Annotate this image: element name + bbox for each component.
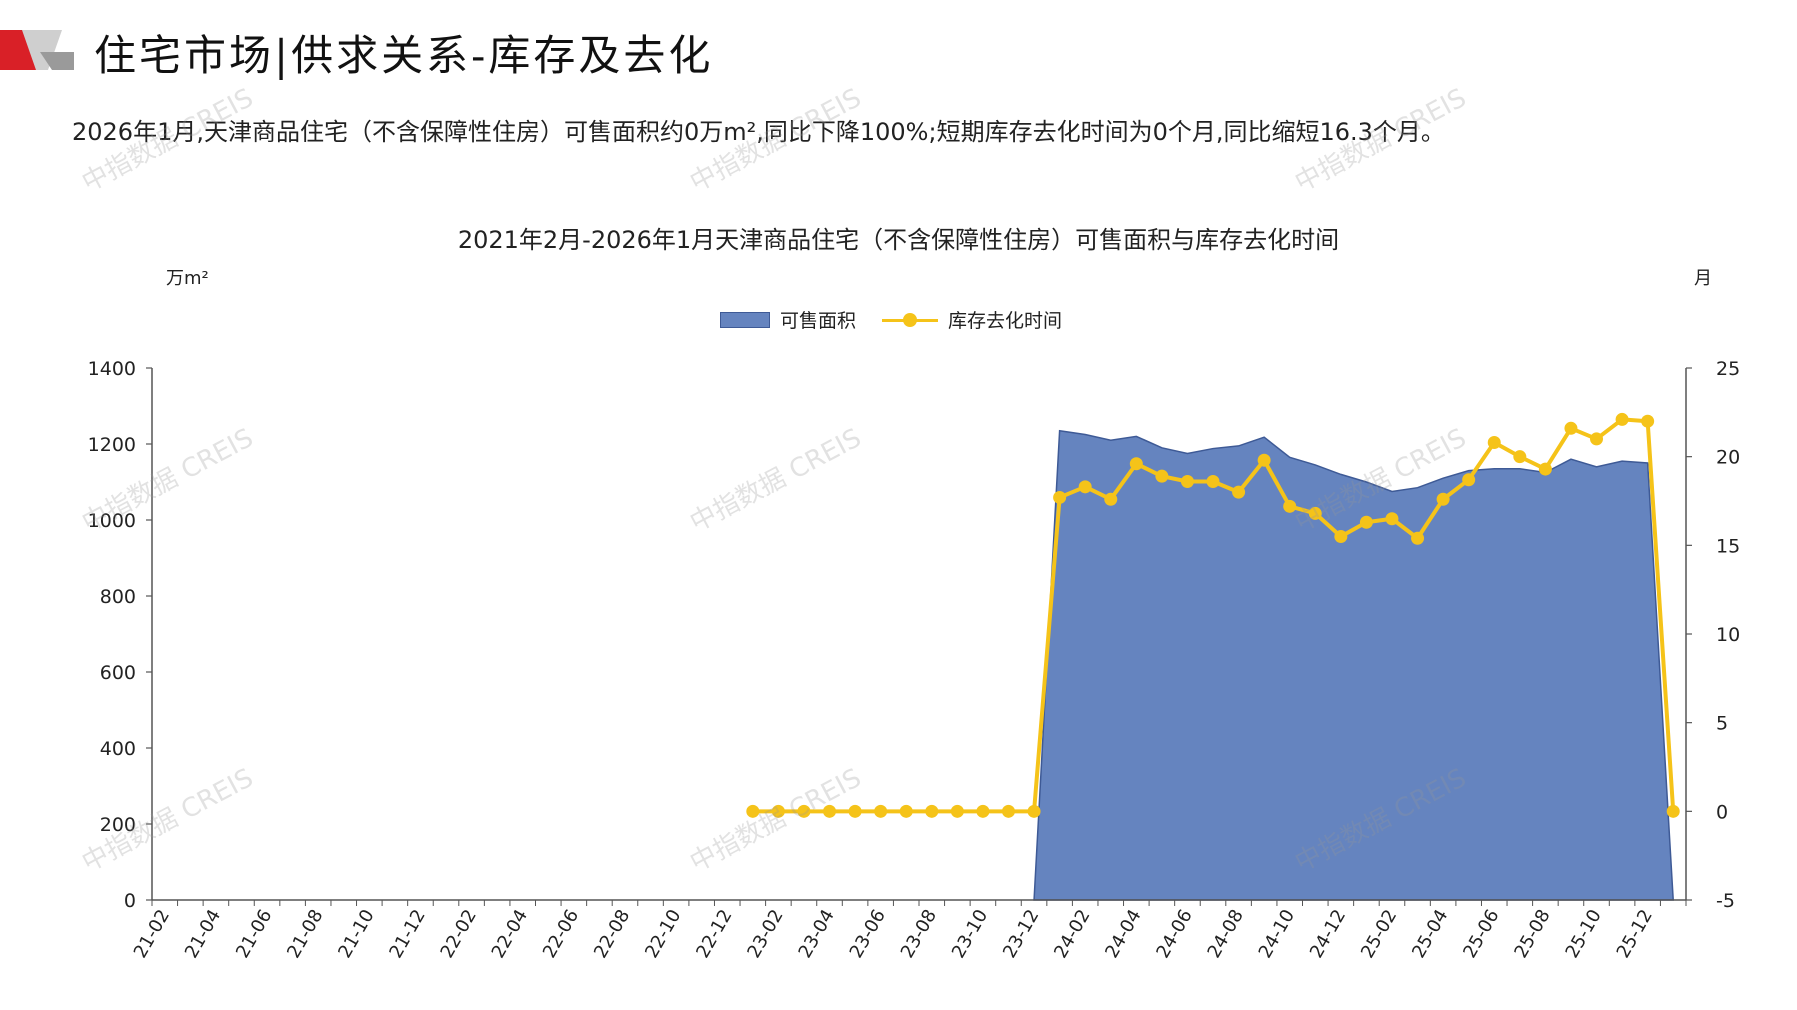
line-point-destock-time [1001,804,1015,818]
x-tick-label: 25-12 [1613,906,1657,962]
line-point-destock-time [1283,499,1297,513]
y-right-tick-label: 25 [1716,358,1740,380]
line-point-destock-time [1666,804,1680,818]
line-point-destock-time [1027,804,1041,818]
x-tick-label: 24-02 [1050,906,1094,962]
line-point-destock-time [1206,474,1220,488]
chart-legend: 可售面积 库存去化时间 [720,306,1062,333]
legend-label-area: 可售面积 [780,310,857,332]
line-point-destock-time [848,804,862,818]
line-point-destock-time [1232,485,1246,499]
line-point-destock-time [1487,435,1501,449]
legend-label-line: 库存去化时间 [948,310,1063,332]
line-point-destock-time [1257,453,1271,467]
x-tick-label: 22-12 [692,906,736,962]
line-point-destock-time [1411,531,1425,545]
x-tick-label: 21-04 [181,906,225,962]
x-tick-label: 23-12 [999,906,1043,962]
x-tick-label: 21-06 [232,906,276,962]
x-tick-label: 24-06 [1152,906,1196,962]
line-point-destock-time [1641,414,1655,428]
x-tick-label: 24-04 [1101,906,1145,962]
line-point-destock-time [771,804,785,818]
line-point-destock-time [1053,490,1067,504]
line-point-destock-time [1538,462,1552,476]
line-point-destock-time [1334,529,1348,543]
x-tick-label: 23-08 [897,906,941,962]
y-right-tick-label: 10 [1716,624,1740,646]
chart-title: 2021年2月-2026年1月天津商品住宅（不含保障性住房）可售面积与库存去化时… [457,226,1340,254]
y-left-tick-label: 800 [100,586,136,608]
x-tick-label: 23-04 [795,906,839,962]
x-tick-label: 25-06 [1459,906,1503,962]
line-point-destock-time [950,804,964,818]
line-point-destock-time [1385,512,1399,526]
y-left-tick-label: 1200 [88,434,136,456]
x-tick-label: 22-02 [437,906,481,962]
x-tick-label: 22-10 [641,906,685,962]
x-tick-label: 22-04 [488,906,532,962]
x-tick-label: 23-10 [948,906,992,962]
x-tick-label: 25-10 [1562,906,1606,962]
line-point-destock-time [1078,480,1092,494]
legend-item-area: 可售面积 [720,306,856,333]
y-left-tick-label: 400 [100,738,136,760]
y-axis-right-unit: 月 [1694,268,1712,289]
y-right-tick-label: -5 [1716,890,1735,912]
y-right-tick-label: 5 [1716,713,1728,735]
x-tick-label: 22-08 [590,906,634,962]
line-point-destock-time [1180,474,1194,488]
y-left-tick-label: 200 [100,814,136,836]
x-tick-label: 24-10 [1255,906,1299,962]
line-point-destock-time [1564,421,1578,435]
legend-swatch-line [882,312,939,327]
page-title: 住宅市场|供求关系-库存及去化 [94,31,714,80]
line-point-destock-time [1462,473,1476,487]
y-left-tick-label: 600 [100,662,136,684]
line-point-destock-time [925,804,939,818]
line-point-destock-time [1104,492,1118,506]
y-right-tick-label: 15 [1716,535,1740,557]
y-left-tick-label: 1000 [88,510,136,532]
x-tick-label: 21-12 [385,906,429,962]
x-tick-label: 23-06 [846,906,890,962]
line-point-destock-time [823,804,837,818]
line-point-destock-time [1129,457,1143,471]
area-series-sellable-area [1033,429,1675,901]
x-tick-label: 24-08 [1204,906,1248,962]
line-point-destock-time [746,804,760,818]
x-tick-label: 25-08 [1510,906,1554,962]
legend-swatch-area [720,311,770,328]
x-tick-label: 21-02 [130,906,174,962]
line-point-destock-time [874,804,888,818]
line-point-destock-time [976,804,990,818]
line-point-destock-time [899,804,913,818]
x-tick-label: 21-08 [283,906,327,962]
legend-item-line: 库存去化时间 [882,306,1062,333]
line-point-destock-time [1155,469,1169,483]
x-tick-label: 25-02 [1357,906,1401,962]
line-point-destock-time [1615,412,1629,426]
x-tick-label: 23-02 [743,906,787,962]
x-tick-label: 22-06 [539,906,583,962]
line-point-destock-time [1513,450,1527,464]
line-point-destock-time [1590,432,1604,446]
line-point-destock-time [1308,506,1322,520]
line-point-destock-time [1436,492,1450,506]
x-tick-label: 24-12 [1306,906,1350,962]
y-right-tick-label: 20 [1716,447,1740,469]
y-left-tick-label: 1400 [88,358,136,380]
y-axis-left-unit: 万m² [166,268,209,289]
line-point-destock-time [1359,515,1373,529]
line-point-destock-time [797,804,811,818]
x-tick-label: 21-10 [334,906,378,962]
x-tick-label: 25-04 [1408,906,1452,962]
y-left-tick-label: 0 [124,890,136,912]
y-right-tick-label: 0 [1716,801,1728,823]
summary-text: 2026年1月,天津商品住宅（不含保障性住房）可售面积约0万m²,同比下降100… [72,118,1445,146]
header-logo-mark [0,30,74,70]
